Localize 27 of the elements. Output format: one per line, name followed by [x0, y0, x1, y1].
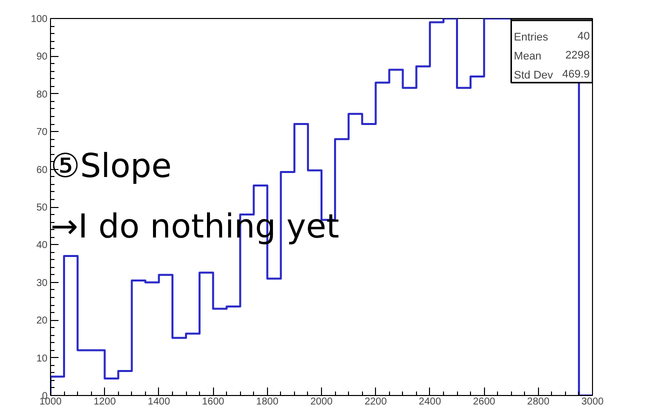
- y-tick-label: 60: [36, 164, 48, 176]
- y-tick-label: 80: [36, 89, 48, 100]
- annotation: Std Dev: [514, 69, 554, 82]
- annotation: Mean: [514, 50, 542, 63]
- annotation: 469.9: [562, 68, 590, 80]
- x-tick-label: 2200: [364, 396, 388, 408]
- annotation: ⑤Slope: [50, 146, 172, 186]
- y-tick-label: 70: [36, 127, 48, 138]
- x-tick-label: 1600: [202, 396, 225, 408]
- y-tick-label: 90: [36, 52, 48, 63]
- annotation: 2298: [565, 50, 590, 62]
- y-tick-label: 50: [36, 202, 48, 214]
- x-tick-label: 2600: [472, 396, 496, 408]
- y-tick-label: 100: [30, 14, 48, 25]
- y-tick-label: 30: [36, 278, 48, 289]
- x-tick-label: 3000: [581, 396, 604, 408]
- x-tick-label: 1800: [256, 396, 279, 408]
- y-tick-label: 20: [36, 316, 48, 327]
- x-tick-label: 2000: [310, 396, 334, 408]
- x-tick-label: 1200: [94, 396, 116, 408]
- annotation: 40: [578, 30, 590, 43]
- x-tick-label: 2800: [527, 396, 550, 408]
- x-tick-label: 1400: [148, 396, 170, 408]
- x-tick-label: 2400: [418, 396, 442, 408]
- annotation: Entries: [514, 32, 549, 44]
- y-tick-label: 40: [36, 240, 48, 252]
- y-tick-label: 10: [36, 353, 48, 364]
